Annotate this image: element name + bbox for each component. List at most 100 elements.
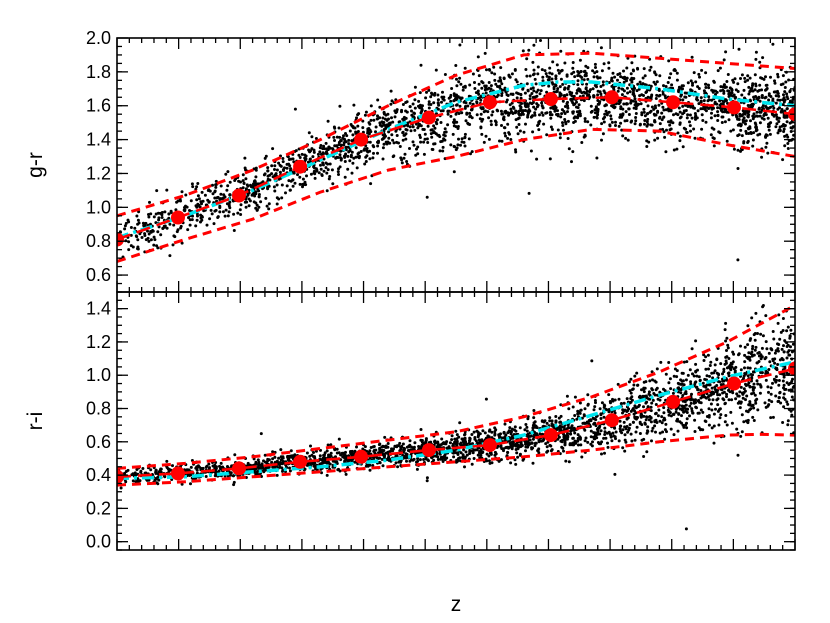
scatter-point: [739, 344, 742, 348]
scatter-point: [684, 378, 688, 382]
scatter-point: [648, 397, 652, 401]
scatter-point: [518, 452, 522, 456]
scatter-point: [732, 93, 736, 97]
scatter-point: [681, 112, 685, 116]
scatter-point: [538, 432, 542, 436]
scatter-point: [742, 140, 746, 144]
scatter-point: [669, 72, 673, 76]
scatter-point: [591, 87, 595, 91]
scatter-point: [490, 113, 494, 117]
scatter-point: [694, 80, 698, 84]
scatter-point: [205, 223, 209, 227]
scatter-point: [326, 162, 330, 166]
scatter-point: [413, 85, 417, 89]
scatter-point: [775, 122, 779, 126]
scatter-point: [266, 177, 270, 181]
scatter-point: [748, 98, 752, 102]
scatter-point: [518, 426, 522, 430]
scatter-point: [658, 122, 662, 126]
scatter-point: [489, 84, 493, 88]
median-point: [482, 95, 497, 110]
scatter-point: [203, 193, 207, 197]
scatter-point: [743, 366, 746, 370]
scatter-point: [729, 129, 733, 133]
scatter-point: [710, 426, 714, 430]
scatter-point: [188, 223, 192, 227]
scatter-point: [563, 61, 567, 65]
scatter-point: [681, 371, 685, 375]
scatter-point: [317, 171, 321, 175]
scatter-point: [144, 221, 148, 225]
scatter-point: [259, 432, 263, 436]
scatter-point: [304, 157, 308, 161]
scatter-point: [556, 68, 560, 72]
scatter-point: [549, 106, 553, 110]
scatter-point: [727, 371, 731, 375]
scatter-point: [732, 80, 736, 84]
scatter-point: [788, 90, 792, 94]
scatter-point: [785, 95, 789, 99]
scatter-point: [599, 92, 603, 96]
scatter-point: [312, 451, 315, 454]
scatter-point: [724, 50, 728, 54]
scatter-point: [487, 137, 491, 141]
scatter-point: [658, 115, 662, 119]
scatter-point: [598, 407, 602, 411]
scatter-point: [667, 381, 671, 385]
scatter-point: [322, 459, 326, 463]
scatter-point: [563, 441, 567, 445]
scatter-point: [682, 425, 686, 429]
scatter-point: [712, 412, 716, 416]
scatter-point: [333, 126, 337, 130]
scatter-point: [751, 144, 755, 148]
scatter-point: [661, 430, 665, 434]
scatter-point: [746, 115, 750, 119]
scatter-point: [329, 454, 333, 458]
scatter-point: [357, 112, 361, 116]
scatter-point: [770, 400, 774, 404]
scatter-point: [480, 132, 484, 136]
scatter-point: [401, 131, 405, 135]
scatter-point: [367, 127, 371, 130]
scatter-point: [303, 182, 306, 186]
scatter-point: [275, 168, 279, 172]
scatter-point: [754, 50, 758, 54]
scatter-point: [623, 433, 627, 437]
scatter-point: [468, 452, 472, 455]
scatter-point: [151, 229, 155, 232]
scatter-point: [774, 113, 778, 117]
scatter-point: [625, 79, 628, 83]
scatter-point: [773, 81, 777, 85]
scatter-point: [322, 453, 326, 457]
panel-g-r: 0.60.81.01.21.41.61.82.0g-r: [24, 28, 796, 293]
scatter-point: [601, 117, 605, 121]
scatter-point: [708, 364, 712, 367]
scatter-point: [545, 74, 549, 78]
scatter-point: [747, 110, 751, 113]
scatter-point: [668, 123, 672, 127]
scatter-point: [459, 82, 463, 86]
scatter-point: [277, 161, 281, 165]
scatter-point: [690, 347, 694, 351]
scatter-point: [620, 402, 623, 405]
scatter-point: [257, 195, 261, 199]
upper-envelope-g-r: [117, 51, 795, 218]
scatter-point: [405, 110, 409, 114]
scatter-point: [691, 106, 695, 110]
scatter-point: [566, 106, 570, 110]
scatter-point: [365, 147, 369, 150]
scatter-point: [461, 88, 465, 92]
scatter-point: [712, 424, 716, 428]
scatter-point: [627, 380, 631, 384]
scatter-point: [443, 73, 447, 76]
scatter-point: [789, 409, 793, 413]
scatter-point: [159, 233, 163, 237]
scatter-point: [645, 124, 649, 128]
scatter-point: [548, 66, 552, 70]
scatter-point: [439, 140, 443, 144]
scatter-point: [623, 449, 627, 453]
scatter-point: [725, 395, 728, 399]
scatter-point: [737, 47, 741, 51]
scatter-point: [749, 103, 753, 107]
scatter-point: [695, 95, 699, 99]
